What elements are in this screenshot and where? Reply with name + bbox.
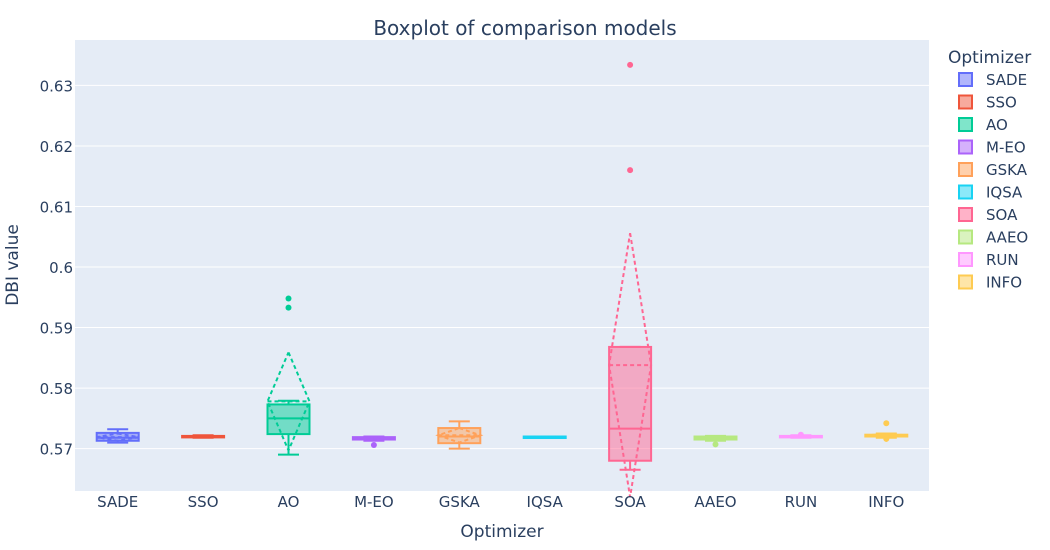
outlier-point [883,420,890,427]
legend-label: IQSA [986,184,1023,202]
outlier-point [712,441,719,448]
legend-swatch [958,139,973,155]
legend-item-ao[interactable]: AO [958,116,1008,134]
legend-title: Optimizer [948,48,1031,68]
legend-item-info[interactable]: INFO [958,274,1022,292]
legend-label: INFO [986,274,1022,292]
x-tick-label: SOA [614,493,646,511]
box-m-eo[interactable] [351,435,396,448]
chart-title: Boxplot of comparison models [373,16,676,40]
legend-item-aaeo[interactable]: AAEO [958,229,1028,247]
box-run[interactable] [778,431,823,439]
legend-label: SADE [986,71,1027,89]
legend-label: AAEO [986,229,1028,247]
legend-swatch [958,162,973,177]
outlier-point [627,167,634,174]
sd-diamond [182,434,225,439]
legend-swatch [958,94,973,110]
sd-diamond [96,432,139,442]
legend-swatch [958,117,973,132]
x-tick-label: INFO [868,493,904,511]
box-info[interactable] [864,420,909,442]
legend-swatch [958,72,973,87]
legend-label: GSKA [986,161,1028,179]
legend-swatch [958,184,973,200]
x-tick-label: SSO [188,493,219,511]
x-tick-label: IQSA [527,493,564,511]
legend-swatch [958,274,973,290]
box-iqsa[interactable] [522,435,567,440]
outlier-point [370,441,377,448]
x-tick-label: RUN [785,493,818,511]
legend-label: SOA [986,206,1018,224]
x-tick-label: AAEO [694,493,736,511]
box-gska[interactable] [435,420,484,450]
legend-label: SSO [986,94,1017,112]
outlier-point [627,61,634,68]
legend-swatch [958,252,973,267]
legend-item-soa[interactable]: SOA [958,206,1018,224]
legend-item-m-eo[interactable]: M-EO [958,139,1026,157]
sd-diamond [352,436,395,441]
box-sade[interactable] [95,428,140,444]
iqr-box [608,345,653,462]
outlier-point [797,431,804,438]
legend-label: RUN [986,251,1019,269]
y-tick-label: 0.58 [40,380,73,398]
legend-item-run[interactable]: RUN [958,251,1019,269]
grid-lines [75,84,929,450]
legend-swatch [958,229,973,245]
box-aaeo[interactable] [693,434,738,448]
y-axis-label: DBI value [3,224,23,306]
legend[interactable]: Optimizer SADE SSO AO M-EO GSKA IQSA SOA AAEO RU… [948,48,1031,292]
x-tick-label: GSKA [439,493,481,511]
sd-diamond [694,435,737,442]
sd-diamond [266,351,311,453]
legend-swatch [958,207,973,222]
sd-diamond [608,232,653,498]
x-tick-label: SADE [97,493,138,511]
outlier-point [883,435,890,442]
x-axis-label: Optimizer [460,522,543,542]
y-tick-label: 0.57 [40,441,73,459]
legend-item-iqsa[interactable]: IQSA [958,184,1023,202]
y-tick-label: 0.59 [40,320,73,338]
plot-area [75,40,929,491]
legend-item-gska[interactable]: GSKA [958,161,1028,179]
legend-label: AO [986,116,1008,134]
box-sso[interactable] [181,434,226,439]
outlier-point [285,304,292,311]
y-tick-label: 0.63 [40,77,73,95]
legend-item-sade[interactable]: SADE [958,71,1027,89]
y-tick-label: 0.61 [40,198,73,216]
sd-diamond [435,427,484,444]
y-tick-label: 0.6 [49,259,73,277]
legend-label: M-EO [986,139,1026,157]
outlier-point [285,295,292,302]
x-tick-label: AO [278,493,300,511]
box-traces [95,61,909,498]
y-tick-label: 0.62 [40,138,73,156]
x-axis-ticks: SADE SSO AO M-EO GSKA IQSA SOA AAEO RUN INFO [97,493,904,511]
y-axis-ticks: 0.57 0.58 0.59 0.6 0.61 0.62 0.63 [40,77,73,458]
legend-item-sso[interactable]: SSO [958,94,1017,112]
box-soa[interactable] [608,61,653,498]
x-tick-label: M-EO [354,493,394,511]
box-ao[interactable] [266,295,311,456]
